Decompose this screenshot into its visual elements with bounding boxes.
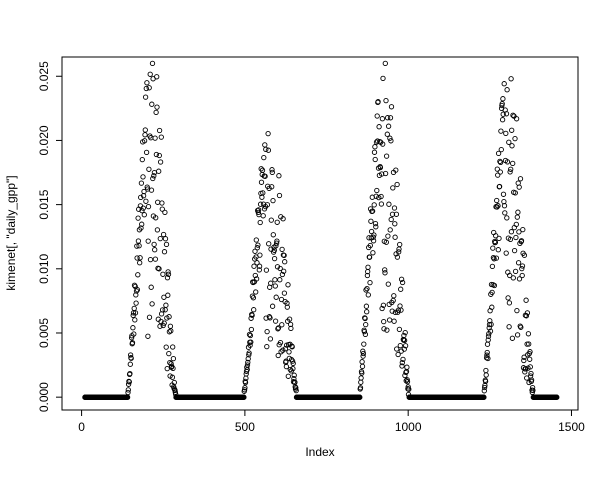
plot-box bbox=[61, 56, 579, 411]
y-tick-label: 0.015 bbox=[37, 189, 51, 219]
data-points bbox=[82, 60, 560, 400]
x-axis-label: Index bbox=[305, 445, 334, 459]
x-tick-label: 500 bbox=[235, 420, 255, 434]
y-tick-label: 0.025 bbox=[37, 61, 51, 91]
y-tick-label: 0.005 bbox=[37, 318, 51, 348]
y-tick-label: 0.020 bbox=[37, 125, 51, 155]
y-tick-label: 0.000 bbox=[37, 382, 51, 412]
x-tick-label: 0 bbox=[78, 420, 85, 434]
y-axis-label: kimenet[, "daily_gpp"] bbox=[4, 175, 18, 290]
x-tick-label: 1500 bbox=[558, 420, 585, 434]
x-tick-label: 1000 bbox=[395, 420, 422, 434]
plot-generated-layer: 0 500 1000 1500 0.000 0.005 0.010 0.015 0.020 0.0… bbox=[37, 56, 585, 434]
y-tick-label: 0.010 bbox=[37, 253, 51, 283]
